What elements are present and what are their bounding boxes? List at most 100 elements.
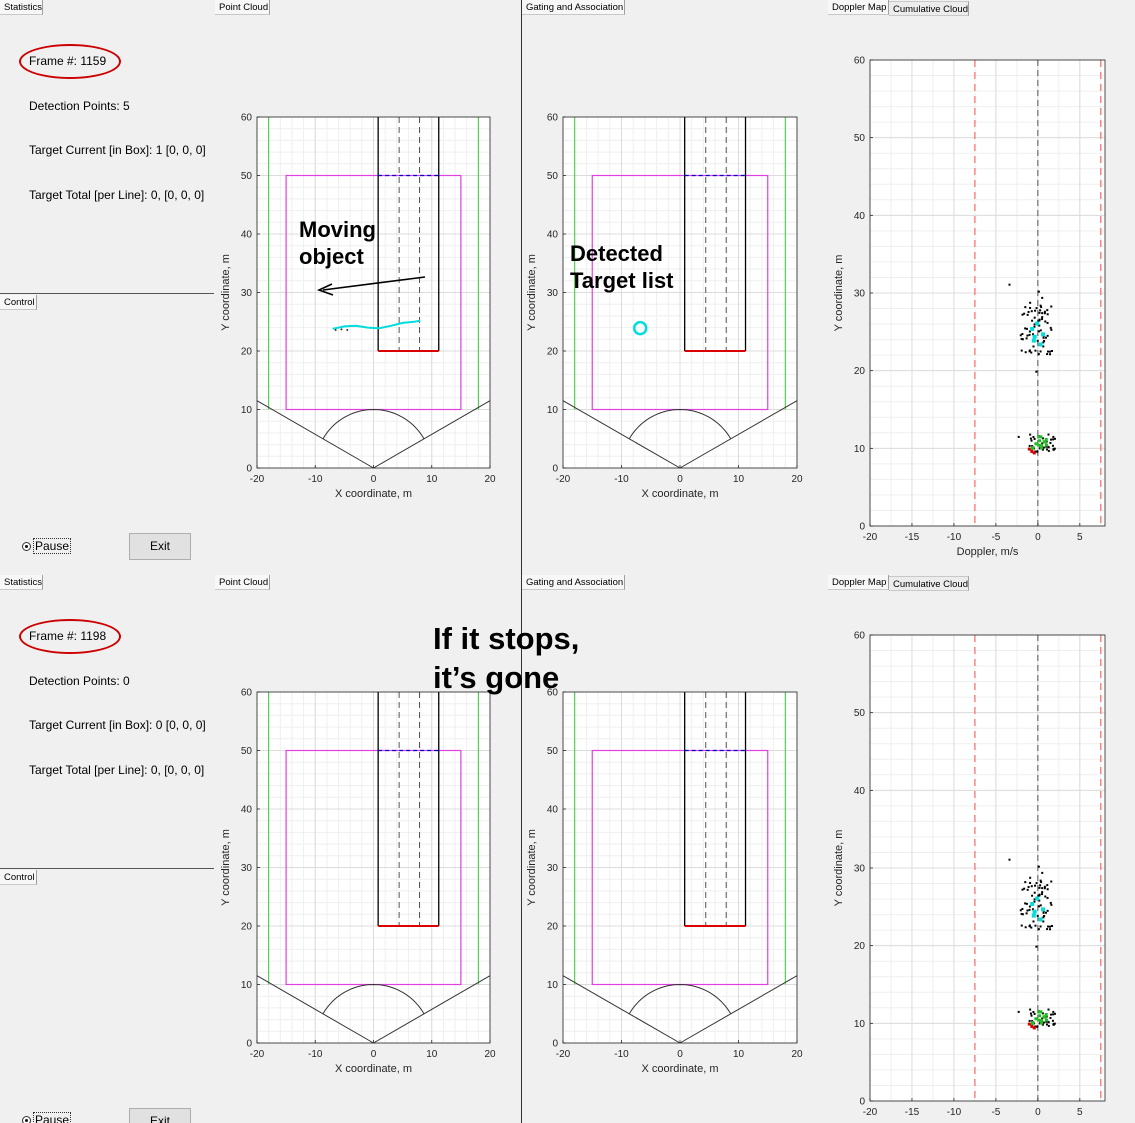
tab-gating-association[interactable]: Gating and Association — [522, 575, 625, 590]
doppler-point — [1037, 353, 1040, 356]
tab-doppler-map[interactable]: Doppler Map — [828, 575, 889, 590]
doppler-point — [1046, 334, 1049, 337]
doppler-point — [1052, 438, 1055, 441]
x-tick-label: 0 — [1035, 532, 1041, 543]
pause-label[interactable]: Pause — [33, 1112, 72, 1123]
y-tick-label: 60 — [241, 113, 253, 124]
doppler-point — [1038, 1014, 1042, 1018]
doppler-point — [1032, 333, 1035, 336]
y-tick-label: 10 — [854, 1019, 866, 1030]
doppler-point — [1035, 896, 1040, 901]
doppler-point — [1044, 320, 1047, 323]
x-tick-label: 0 — [677, 474, 683, 485]
doppler-point — [1037, 435, 1041, 439]
x-tick-label: 10 — [733, 474, 745, 485]
x-tick-label: -10 — [614, 1049, 629, 1060]
doppler-point — [1041, 907, 1046, 912]
detection-points: Detection Points: 5 — [29, 99, 130, 113]
doppler-point — [1039, 435, 1043, 439]
doppler-point — [1052, 447, 1055, 450]
doppler-point — [1028, 350, 1031, 353]
x-tick-label: -5 — [991, 532, 1000, 543]
doppler-point — [1051, 1019, 1054, 1022]
doppler-point — [1031, 913, 1036, 918]
x-tick-label: -10 — [308, 474, 323, 485]
doppler-point — [1051, 349, 1054, 352]
doppler-point — [1029, 306, 1032, 309]
doppler-point — [1044, 1012, 1048, 1016]
doppler-point — [1038, 311, 1041, 314]
doppler-point — [1045, 1020, 1048, 1023]
control-panel-bottom: Control Pause Exit — [0, 870, 214, 1123]
tab-control[interactable]: Control — [0, 870, 37, 885]
doppler-point — [1041, 437, 1044, 440]
doppler-point — [1008, 858, 1011, 861]
exit-button[interactable]: Exit — [129, 1108, 191, 1123]
frame-highlight-ellipse — [19, 44, 121, 79]
x-tick-label: -10 — [614, 474, 629, 485]
doppler-point — [1039, 329, 1042, 332]
tab-cumulative-cloud[interactable]: Cumulative Cloud — [889, 1, 969, 16]
doppler-point — [1024, 327, 1027, 330]
x-tick-label: -10 — [947, 1107, 962, 1118]
divider — [0, 293, 214, 294]
doppler-point — [1051, 924, 1054, 927]
exit-button[interactable]: Exit — [129, 533, 191, 560]
doppler-point — [1043, 885, 1046, 888]
pause-label[interactable]: Pause — [33, 538, 72, 554]
y-tick-label: 20 — [241, 347, 253, 358]
doppler-point — [1042, 1021, 1045, 1024]
tab-doppler-map[interactable]: Doppler Map — [828, 0, 889, 15]
doppler-point — [1038, 905, 1041, 908]
doppler-point — [1019, 334, 1022, 337]
detection-points: Detection Points: 0 — [29, 674, 130, 688]
doppler-point — [1041, 1017, 1044, 1020]
point-cloud-chart: -20 -10 0 10 20 0 10 20 30 40 50 60 X coordinate, m Y… — [220, 113, 496, 501]
doppler-point — [1021, 907, 1024, 910]
x-tick-label: -20 — [250, 474, 265, 485]
tab-statistics[interactable]: Statistics — [0, 575, 43, 590]
doppler-point — [1041, 887, 1044, 890]
doppler-point — [1045, 445, 1048, 448]
doppler-point — [1024, 306, 1027, 309]
doppler-point — [1047, 1021, 1050, 1024]
doppler-point — [1049, 350, 1052, 353]
doppler-point — [1032, 345, 1035, 348]
doppler-point — [1041, 296, 1044, 299]
tab-point-cloud[interactable]: Point Cloud — [215, 575, 270, 590]
doppler-point — [1034, 924, 1037, 927]
doppler-point — [1041, 871, 1044, 874]
doppler-point — [1044, 443, 1048, 447]
y-tick-label: 50 — [241, 746, 253, 757]
y-tick-label: 50 — [547, 746, 559, 757]
frame-highlight-ellipse — [19, 619, 121, 654]
tab-statistics[interactable]: Statistics — [0, 0, 43, 15]
doppler-point — [1038, 899, 1041, 902]
tab-gating-association[interactable]: Gating and Association — [522, 0, 625, 15]
y-tick-label: 20 — [241, 922, 253, 933]
doppler-point — [1035, 945, 1038, 948]
tab-cumulative-cloud[interactable]: Cumulative Cloud — [889, 576, 969, 591]
x-tick-label: 10 — [426, 474, 438, 485]
doppler-point — [1042, 920, 1045, 923]
doppler-point — [1047, 1008, 1050, 1011]
doppler-point — [1020, 912, 1023, 915]
y-tick-label: 30 — [241, 288, 253, 299]
target-total: Target Total [per Line]: 0, [0, 0, 0] — [29, 763, 205, 777]
tab-control[interactable]: Control — [0, 295, 37, 310]
x-tick-label: 20 — [791, 1049, 803, 1060]
doppler-point — [1020, 349, 1023, 352]
doppler-point — [1033, 898, 1036, 901]
y-tick-label: 60 — [854, 631, 866, 642]
doppler-point — [1039, 350, 1042, 353]
pause-radio[interactable] — [22, 1116, 31, 1123]
y-tick-label: 0 — [859, 1097, 865, 1108]
doppler-point — [1029, 1012, 1032, 1015]
pause-radio[interactable] — [22, 542, 31, 551]
tab-point-cloud[interactable]: Point Cloud — [215, 0, 270, 15]
control-panel-top: Control Pause Exit — [0, 295, 214, 575]
x-tick-label: 0 — [1035, 1107, 1041, 1118]
fov-line — [373, 975, 491, 1044]
y-tick-label: 30 — [547, 863, 559, 874]
doppler-point — [1046, 1020, 1049, 1023]
